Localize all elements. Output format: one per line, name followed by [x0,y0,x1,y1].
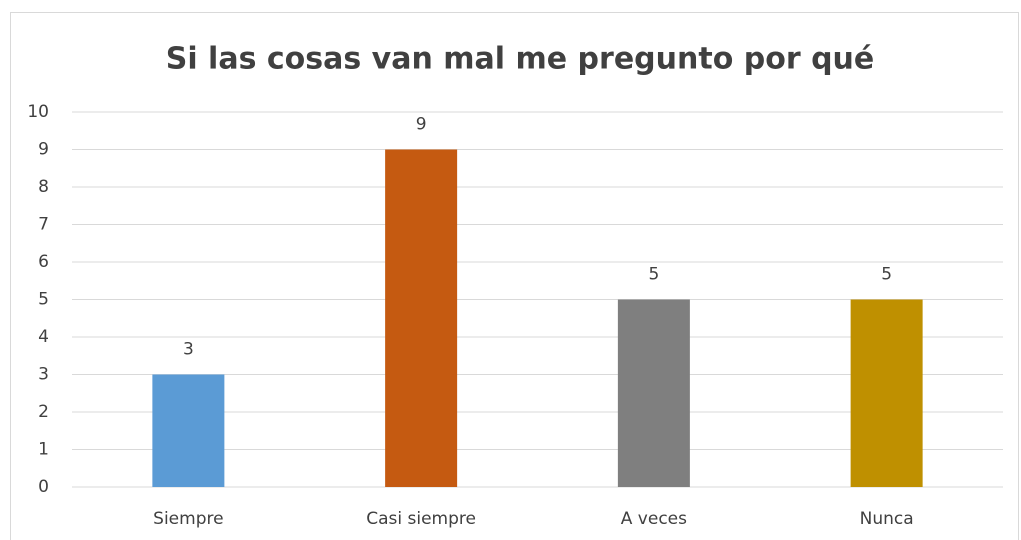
data-label: 5 [648,265,659,285]
y-tick-label: 6 [38,252,49,272]
y-tick-label: 2 [38,402,49,422]
x-tick-label: Casi siempre [366,509,476,529]
data-label: 9 [416,115,427,135]
data-label: 5 [881,265,892,285]
y-tick-label: 7 [38,215,49,235]
data-label: 3 [183,340,194,360]
bar [152,374,225,487]
bar [385,149,458,487]
y-tick-label: 0 [38,477,49,497]
bar [617,299,690,487]
y-tick-label: 3 [38,365,49,385]
y-tick-label: 4 [38,327,49,347]
x-tick-label: Nunca [860,509,914,529]
y-tick-label: 5 [38,290,49,310]
y-tick-label: 9 [38,140,49,160]
y-tick-label: 8 [38,177,49,197]
y-tick-label: 10 [27,102,49,122]
bar [850,299,923,487]
x-tick-label: A veces [621,509,687,529]
y-tick-label: 1 [38,440,49,460]
x-tick-label: Siempre [153,509,223,529]
chart-title: Si las cosas van mal me pregunto por qué [166,42,875,77]
